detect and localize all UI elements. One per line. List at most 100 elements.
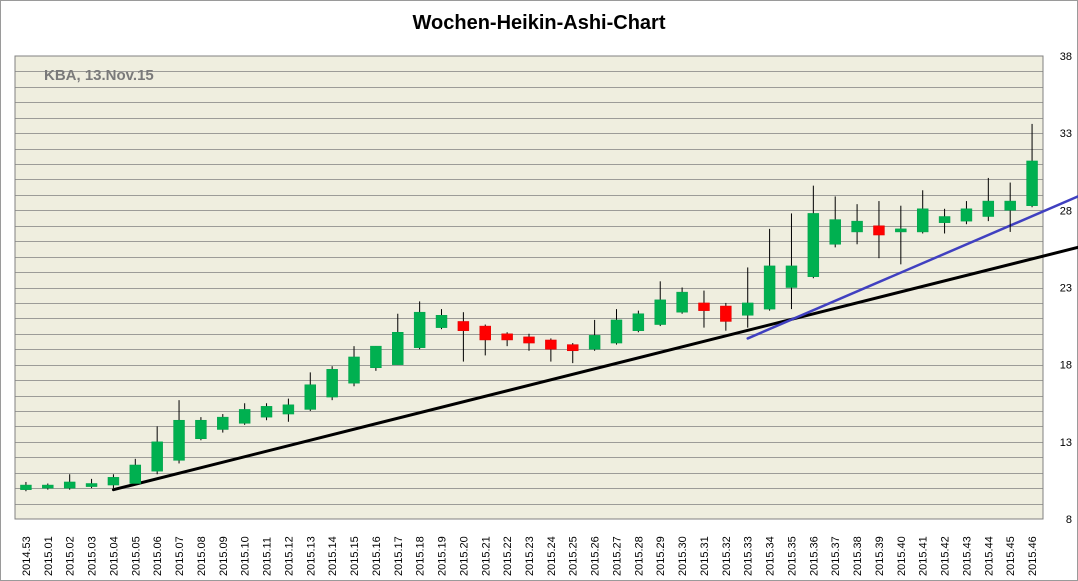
x-tick-label: 2015.19 (437, 536, 449, 576)
candle (238, 403, 251, 425)
candle-body (107, 477, 120, 486)
candle (1004, 182, 1016, 232)
candle-body (326, 369, 338, 398)
plot-area (14, 55, 1044, 520)
candle (501, 332, 513, 347)
candle (326, 366, 338, 401)
chart-title: Wochen-Heikin-Ashi-Chart (412, 12, 666, 34)
candle (85, 478, 98, 489)
candle-body (763, 265, 776, 310)
candle (195, 417, 207, 441)
candle (698, 290, 710, 328)
x-tick-label: 2015.36 (808, 536, 820, 576)
candle-body (413, 311, 426, 348)
candle-body (829, 219, 841, 245)
x-tick-label: 2015.15 (349, 536, 361, 576)
candle-body (304, 384, 316, 410)
candle-body (895, 228, 907, 233)
candle-body (610, 319, 623, 344)
x-tick-label: 2015.35 (786, 536, 798, 576)
candle (173, 400, 185, 464)
x-tick-label: 2015.41 (918, 536, 930, 576)
candle-body (173, 419, 185, 461)
candle (873, 201, 885, 259)
candle-body (938, 216, 951, 223)
candle (107, 474, 120, 489)
candle (676, 287, 688, 314)
candle (304, 372, 316, 411)
candle (435, 309, 448, 330)
candle-body (260, 406, 273, 418)
candle-body (676, 291, 688, 313)
y-tick-label: 8 (1066, 514, 1072, 526)
candle (610, 309, 623, 345)
candle-body (85, 483, 98, 487)
candle-body (545, 339, 557, 350)
x-tick-label: 2015.29 (655, 536, 667, 576)
candle-body (501, 333, 513, 341)
candle (479, 324, 491, 356)
trendline-recent (746, 195, 1078, 340)
trendline-layer (111, 195, 1078, 492)
candle (370, 345, 382, 371)
x-tick-label: 2015.34 (765, 536, 777, 576)
candle (1026, 123, 1038, 208)
y-tick-label: 23 (1060, 283, 1072, 295)
candle-body (20, 484, 32, 490)
y-tick-label: 33 (1060, 128, 1072, 140)
candle-body (632, 313, 645, 331)
x-tick-label: 2015.02 (65, 536, 77, 576)
candle-body (851, 220, 863, 233)
candle-body (742, 302, 754, 316)
candle (282, 398, 295, 422)
candle (392, 313, 404, 365)
candle-body (392, 332, 404, 365)
y-tick-label: 38 (1060, 51, 1072, 63)
candle (982, 177, 995, 222)
x-tick-label: 2015.08 (196, 536, 208, 576)
x-tick-label: 2014.53 (21, 536, 33, 576)
trendline-support (111, 245, 1078, 492)
x-tick-label: 2015.23 (524, 536, 536, 576)
candle-body (63, 481, 76, 489)
candle-body (873, 225, 885, 236)
candle (895, 205, 907, 265)
candle (63, 474, 76, 490)
x-tick-label: 2015.39 (874, 536, 886, 576)
x-tick-label: 2015.32 (721, 536, 733, 576)
candle-body (195, 419, 207, 439)
candle-body (523, 336, 535, 344)
candle-body (129, 464, 142, 484)
x-tick-label: 2015.24 (546, 536, 558, 576)
candle-body (1004, 200, 1016, 211)
x-tick-label: 2015.42 (940, 536, 952, 576)
candle (632, 310, 645, 333)
candle-body (348, 356, 360, 384)
y-tick-label: 28 (1060, 205, 1072, 217)
candle (217, 414, 229, 433)
x-tick-label: 2015.25 (568, 536, 580, 576)
candle-body (720, 305, 732, 322)
candle-body (807, 213, 820, 277)
x-tick-label: 2015.44 (983, 536, 995, 576)
candle (916, 190, 929, 234)
candle-body (960, 208, 973, 222)
x-tick-label: 2015.12 (283, 536, 295, 576)
candle (151, 426, 163, 475)
candle-body (916, 208, 929, 233)
candle (763, 228, 776, 311)
x-tick-label: 2015.04 (108, 536, 120, 576)
candle (807, 185, 820, 279)
candle-body (479, 325, 491, 341)
candle-body (42, 484, 54, 489)
candle (348, 346, 360, 387)
candle (960, 201, 973, 225)
candle (742, 267, 754, 328)
candle-layer (20, 123, 1038, 492)
x-tick-label: 2015.26 (590, 536, 602, 576)
candle-body (654, 299, 666, 325)
candle (588, 319, 601, 351)
candle-body (785, 265, 798, 288)
candle (785, 213, 798, 310)
